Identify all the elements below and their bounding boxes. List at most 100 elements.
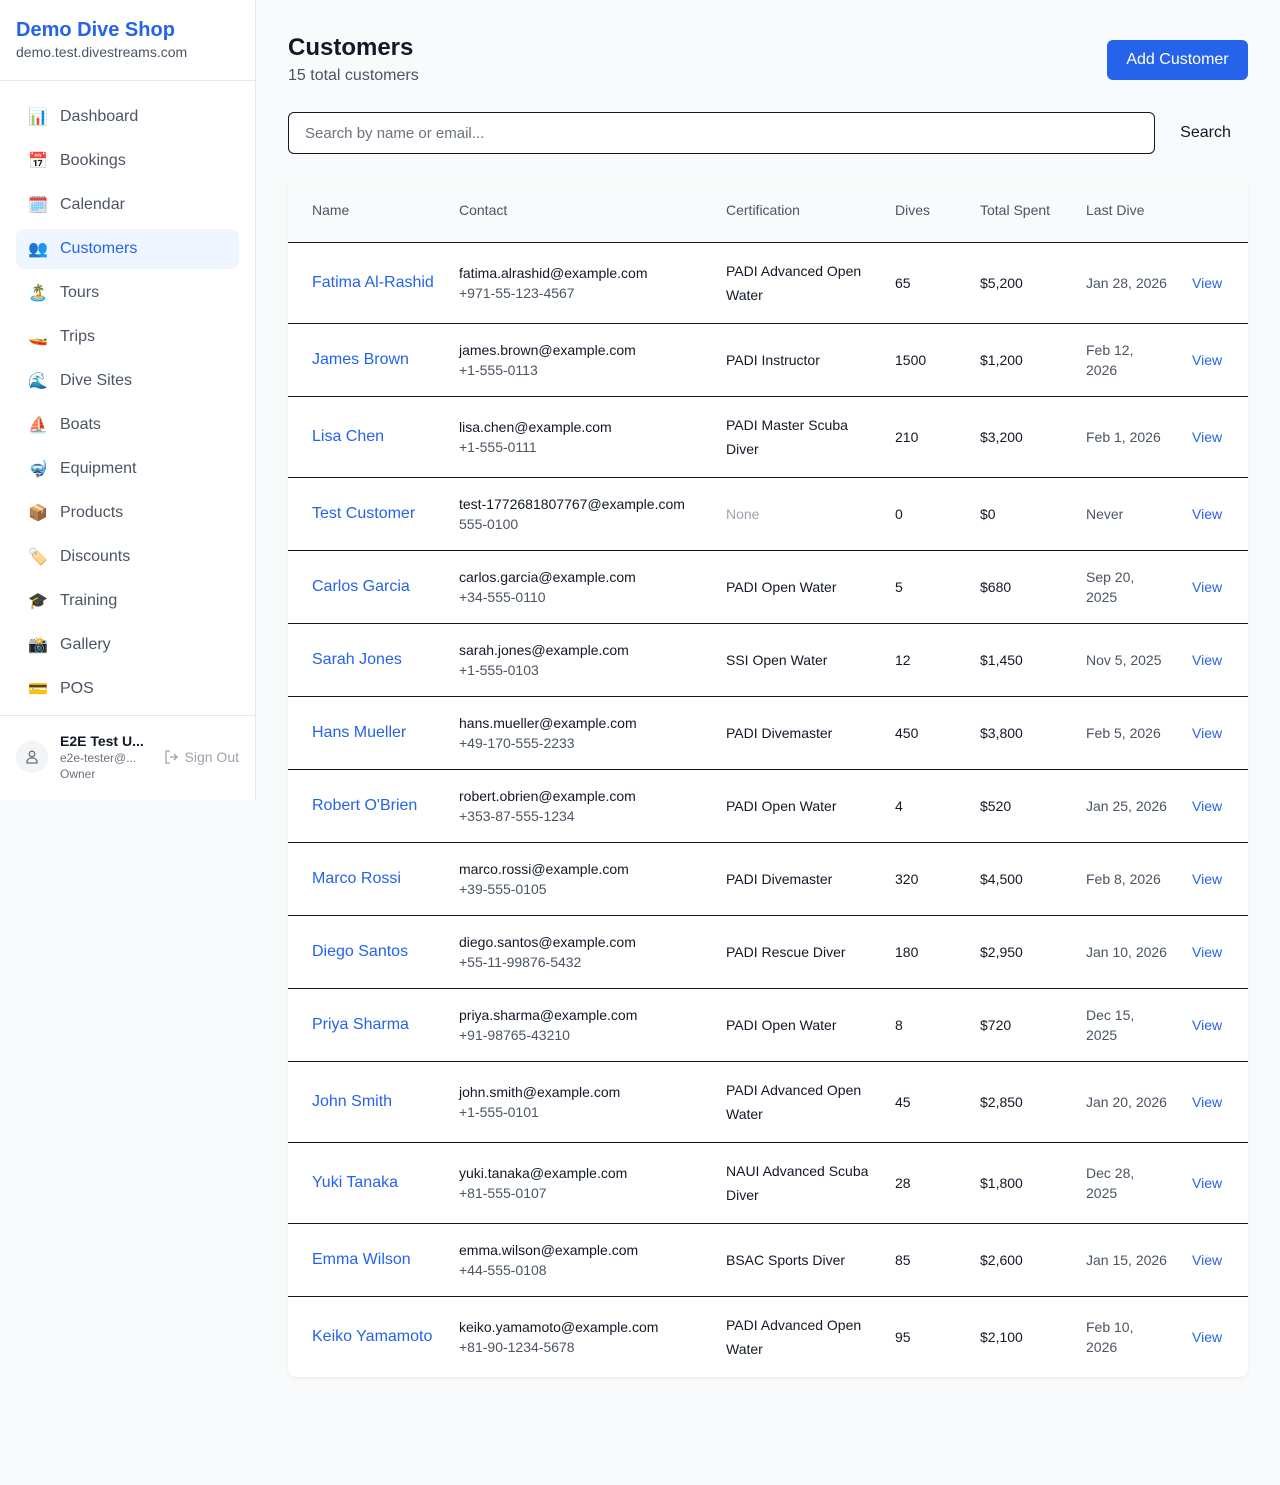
shop-name[interactable]: Demo Dive Shop: [16, 19, 175, 41]
user-panel: E2E Test U... e2e-tester@... Owner Sign …: [0, 715, 255, 798]
sign-out-button[interactable]: Sign Out: [163, 749, 239, 765]
sidebar-item-customers[interactable]: 👥 Customers: [16, 229, 239, 269]
table-row: Lisa Chen lisa.chen@example.com +1-555-01…: [288, 396, 1248, 478]
customer-name-link[interactable]: John Smith: [312, 1092, 393, 1110]
last-dive-cell: Nov 5, 2025: [1074, 623, 1180, 697]
customer-phone: +81-90-1234-5678: [459, 1338, 575, 1355]
sidebar-item-gallery[interactable]: 📸 Gallery: [16, 625, 239, 665]
contact-cell: sarah.jones@example.com +1-555-0103: [447, 623, 714, 697]
customer-name-link[interactable]: Lisa Chen: [312, 427, 385, 445]
customer-name-link[interactable]: Diego Santos: [312, 942, 409, 960]
sidebar-item-dive-sites[interactable]: 🌊 Dive Sites: [16, 361, 239, 401]
total-spent-cell: $3,200: [968, 396, 1074, 478]
sidebar-item-equipment[interactable]: 🤿 Equipment: [16, 449, 239, 489]
last-dive-cell: Never: [1074, 477, 1180, 551]
view-customer-link[interactable]: View: [1192, 505, 1223, 522]
dives-cell: 0: [883, 477, 968, 551]
certification-cell: PADI Advanced Open Water: [714, 242, 883, 324]
sidebar-nav: 📊 Dashboard 📅 Bookings 🗓️ Calendar 👥 Customers 🏝…: [0, 81, 255, 709]
customer-name-link[interactable]: Marco Rossi: [312, 869, 401, 887]
sidebar-item-training[interactable]: 🎓 Training: [16, 581, 239, 621]
user-info: E2E Test U... e2e-tester@... Owner: [60, 732, 163, 782]
last-dive-cell: Feb 5, 2026: [1074, 696, 1180, 770]
view-customer-link[interactable]: View: [1192, 428, 1223, 445]
last-dive-cell: Jan 15, 2026: [1074, 1223, 1180, 1297]
view-customer-link[interactable]: View: [1192, 1093, 1223, 1110]
customer-name-link[interactable]: Hans Mueller: [312, 723, 407, 741]
view-customer-link[interactable]: View: [1192, 651, 1223, 668]
column-header: Name: [288, 178, 447, 243]
search-button[interactable]: Search: [1163, 112, 1248, 154]
customer-name-link[interactable]: Keiko Yamamoto: [312, 1327, 433, 1345]
customer-phone: +34-555-0110: [459, 588, 546, 605]
last-dive-cell: Jan 28, 2026: [1074, 242, 1180, 324]
view-customer-link[interactable]: View: [1192, 1251, 1223, 1268]
last-dive-cell: Jan 25, 2026: [1074, 769, 1180, 843]
customer-name-link[interactable]: Fatima Al-Rashid: [312, 273, 434, 291]
contact-cell: lisa.chen@example.com +1-555-0111: [447, 396, 714, 478]
customer-name-link[interactable]: Test Customer: [312, 504, 416, 522]
add-customer-button[interactable]: Add Customer: [1107, 40, 1248, 80]
view-customer-link[interactable]: View: [1192, 943, 1223, 960]
calendar-date-icon: 📅: [28, 153, 48, 170]
search-input[interactable]: [288, 112, 1155, 154]
action-cell: View: [1180, 842, 1248, 916]
view-customer-link[interactable]: View: [1192, 724, 1223, 741]
customers-table-card: Name Contact Certification Dives Total Spent…: [288, 178, 1248, 1377]
sidebar-item-discounts[interactable]: 🏷️ Discounts: [16, 537, 239, 577]
sidebar-item-tours[interactable]: 🏝️ Tours: [16, 273, 239, 313]
customer-email: test-1772681807767@example.com: [459, 495, 685, 512]
view-customer-link[interactable]: View: [1192, 870, 1223, 887]
user-icon: [26, 750, 38, 764]
sidebar-item-products[interactable]: 📦 Products: [16, 493, 239, 533]
sidebar-item-pos[interactable]: 💳 POS: [16, 669, 239, 709]
view-customer-link[interactable]: View: [1192, 797, 1223, 814]
customer-name-link[interactable]: James Brown: [312, 350, 409, 368]
customer-email: lisa.chen@example.com: [459, 418, 612, 435]
column-header: Dives: [883, 178, 968, 243]
name-cell: Test Customer: [288, 477, 447, 551]
view-customer-link[interactable]: View: [1192, 1016, 1223, 1033]
customer-name-link[interactable]: Emma Wilson: [312, 1250, 411, 1268]
view-customer-link[interactable]: View: [1192, 351, 1223, 368]
sidebar-item-boats[interactable]: ⛵ Boats: [16, 405, 239, 445]
contact-cell: hans.mueller@example.com +49-170-555-2233: [447, 696, 714, 770]
sidebar-item-label: Discounts: [60, 548, 131, 565]
customer-email: robert.obrien@example.com: [459, 787, 636, 804]
total-spent-cell: $1,450: [968, 623, 1074, 697]
certification-cell: None: [714, 477, 883, 551]
table-row: Carlos Garcia carlos.garcia@example.com +…: [288, 550, 1248, 624]
table-row: Priya Sharma priya.sharma@example.com +91…: [288, 988, 1248, 1062]
view-customer-link[interactable]: View: [1192, 1328, 1223, 1345]
sidebar-item-calendar[interactable]: 🗓️ Calendar: [16, 185, 239, 225]
certification-cell: BSAC Sports Diver: [714, 1223, 883, 1297]
customer-name-link[interactable]: Robert O'Brien: [312, 796, 418, 814]
view-customer-link[interactable]: View: [1192, 274, 1223, 291]
dives-cell: 8: [883, 988, 968, 1062]
sidebar-item-dashboard[interactable]: 📊 Dashboard: [16, 97, 239, 137]
view-customer-link[interactable]: View: [1192, 578, 1223, 595]
dives-cell: 4: [883, 769, 968, 843]
customer-name-link[interactable]: Sarah Jones: [312, 650, 402, 668]
total-spent-cell: $720: [968, 988, 1074, 1062]
wave-icon: 🌊: [28, 373, 48, 390]
customer-phone: +39-555-0105: [459, 880, 547, 897]
table-row: Marco Rossi marco.rossi@example.com +39-5…: [288, 842, 1248, 916]
tag-icon: 🏷️: [28, 549, 48, 566]
certification-cell: PADI Rescue Diver: [714, 915, 883, 989]
action-cell: View: [1180, 623, 1248, 697]
name-cell: Yuki Tanaka: [288, 1142, 447, 1224]
last-dive-cell: Feb 8, 2026: [1074, 842, 1180, 916]
name-cell: Marco Rossi: [288, 842, 447, 916]
table-row: James Brown james.brown@example.com +1-55…: [288, 323, 1248, 397]
certification-cell: SSI Open Water: [714, 623, 883, 697]
sidebar-item-bookings[interactable]: 📅 Bookings: [16, 141, 239, 181]
calendar-icon: 🗓️: [28, 197, 48, 214]
customer-name-link[interactable]: Priya Sharma: [312, 1015, 409, 1033]
customer-name-link[interactable]: Carlos Garcia: [312, 577, 410, 595]
name-cell: John Smith: [288, 1061, 447, 1143]
sidebar-item-label: Dashboard: [60, 108, 139, 125]
view-customer-link[interactable]: View: [1192, 1174, 1223, 1191]
customer-name-link[interactable]: Yuki Tanaka: [312, 1173, 398, 1191]
sidebar-item-trips[interactable]: 🚤 Trips: [16, 317, 239, 357]
